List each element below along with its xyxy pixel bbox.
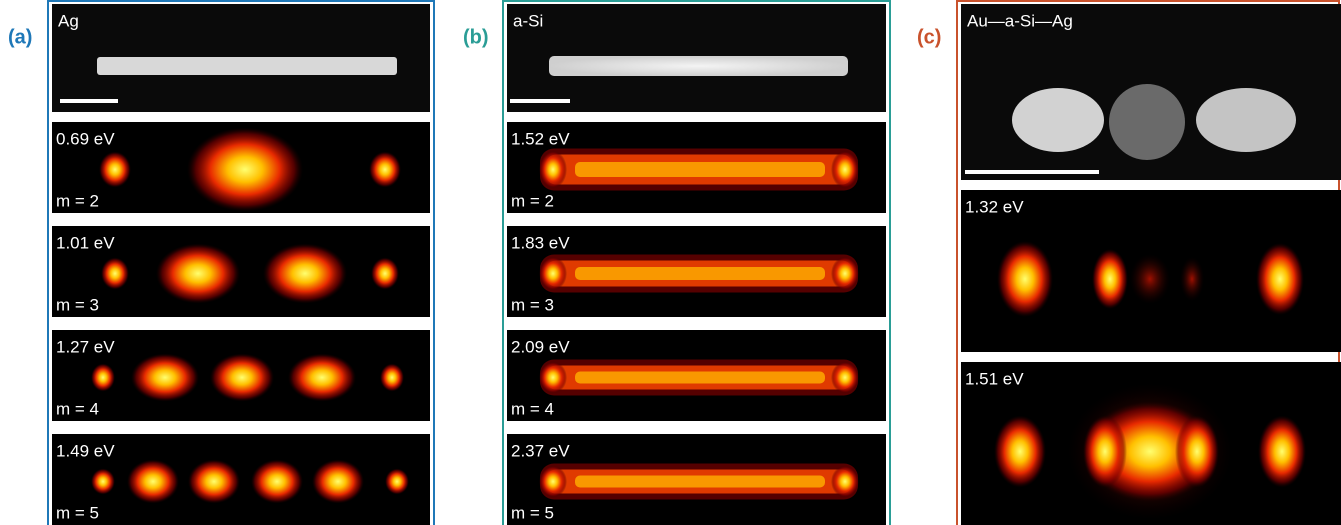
mode-end	[831, 151, 859, 189]
mode-lobe	[156, 244, 240, 304]
mode-lobe	[380, 364, 404, 392]
mode-core	[575, 162, 825, 177]
mode-lobe	[1256, 243, 1304, 315]
nanorod	[549, 56, 848, 76]
mode-lobe	[1092, 249, 1128, 309]
mode-lobe	[369, 152, 401, 188]
mode-lobe	[997, 241, 1053, 317]
mode-lobe	[1130, 254, 1170, 304]
mode-end	[539, 257, 567, 291]
mode-lobe	[371, 258, 399, 290]
mode-label: m = 5	[56, 503, 99, 522]
energy-label: 2.09 eV	[511, 337, 570, 356]
mode-label: m = 2	[56, 191, 99, 210]
sample-title: Au—a-Si—Ag	[967, 11, 1073, 30]
mode-end	[831, 257, 859, 291]
energy-label: 1.49 eV	[56, 441, 115, 460]
energy-label: 1.83 eV	[511, 233, 570, 252]
mode-core	[575, 372, 825, 384]
panel-label: (c)	[917, 26, 941, 48]
mode-lobe	[101, 258, 129, 290]
mode-label: m = 4	[511, 399, 554, 418]
energy-label: 1.27 eV	[56, 337, 115, 356]
mode-lobe	[91, 364, 115, 392]
mode-end	[831, 362, 859, 394]
mode-lobe	[288, 354, 356, 402]
mode-core	[575, 476, 825, 488]
mode-lobe	[91, 469, 115, 495]
mode-lobe	[1083, 416, 1127, 488]
mode-label: m = 5	[511, 503, 554, 522]
energy-label: 1.32 eV	[965, 197, 1024, 216]
mode-lobe	[99, 152, 131, 188]
figure: (a) Ag 0.69 eV m = 2 1.01 eV m = 3 1.27 eV m = …	[0, 0, 1341, 525]
energy-label: 1.52 eV	[511, 129, 570, 148]
mode-core	[575, 267, 825, 280]
mode-label: m = 3	[511, 295, 554, 314]
mode-lobe	[385, 469, 409, 495]
mode-label: m = 3	[56, 295, 99, 314]
energy-label: 1.01 eV	[56, 233, 115, 252]
panel: (c) Au—a-Si—Ag 1.32 eV 1.51 eV	[917, 1, 1341, 525]
mode-lobe	[994, 416, 1046, 488]
energy-label: 1.51 eV	[965, 369, 1024, 388]
mode-end	[539, 466, 567, 498]
energy-label: 2.37 eV	[511, 441, 570, 460]
panel-label: (a)	[8, 26, 32, 48]
mode-end	[539, 151, 567, 189]
mode-lobe	[1258, 416, 1306, 488]
mode-lobe	[263, 244, 347, 304]
mode-lobe	[210, 354, 274, 402]
mode-lobe	[1180, 257, 1204, 301]
panel: (a) Ag 0.69 eV m = 2 1.01 eV m = 3 1.27 eV m = …	[8, 1, 434, 525]
mode-lobe	[1175, 416, 1219, 488]
sample-title: a-Si	[513, 11, 543, 30]
mode-end	[539, 362, 567, 394]
mode-lobe	[127, 460, 179, 504]
mode-label: m = 2	[511, 191, 554, 210]
mode-end	[831, 466, 859, 498]
mode-lobe	[187, 128, 303, 212]
mode-lobe	[131, 354, 199, 402]
mode-lobe	[251, 460, 303, 504]
nanorod	[97, 57, 397, 75]
mode-lobe	[188, 460, 240, 504]
mode-lobe	[312, 460, 364, 504]
au-particle	[1012, 88, 1104, 152]
energy-label: 0.69 eV	[56, 129, 115, 148]
panel: (b) a-Si 1.52 eV m = 2 1.83 eV m = 3 2.09 eV m …	[463, 1, 890, 525]
si-particle	[1109, 84, 1185, 160]
mode-label: m = 4	[56, 399, 99, 418]
ag-particle	[1196, 88, 1296, 152]
sample-title: Ag	[58, 11, 79, 30]
panel-label: (b)	[463, 26, 489, 48]
